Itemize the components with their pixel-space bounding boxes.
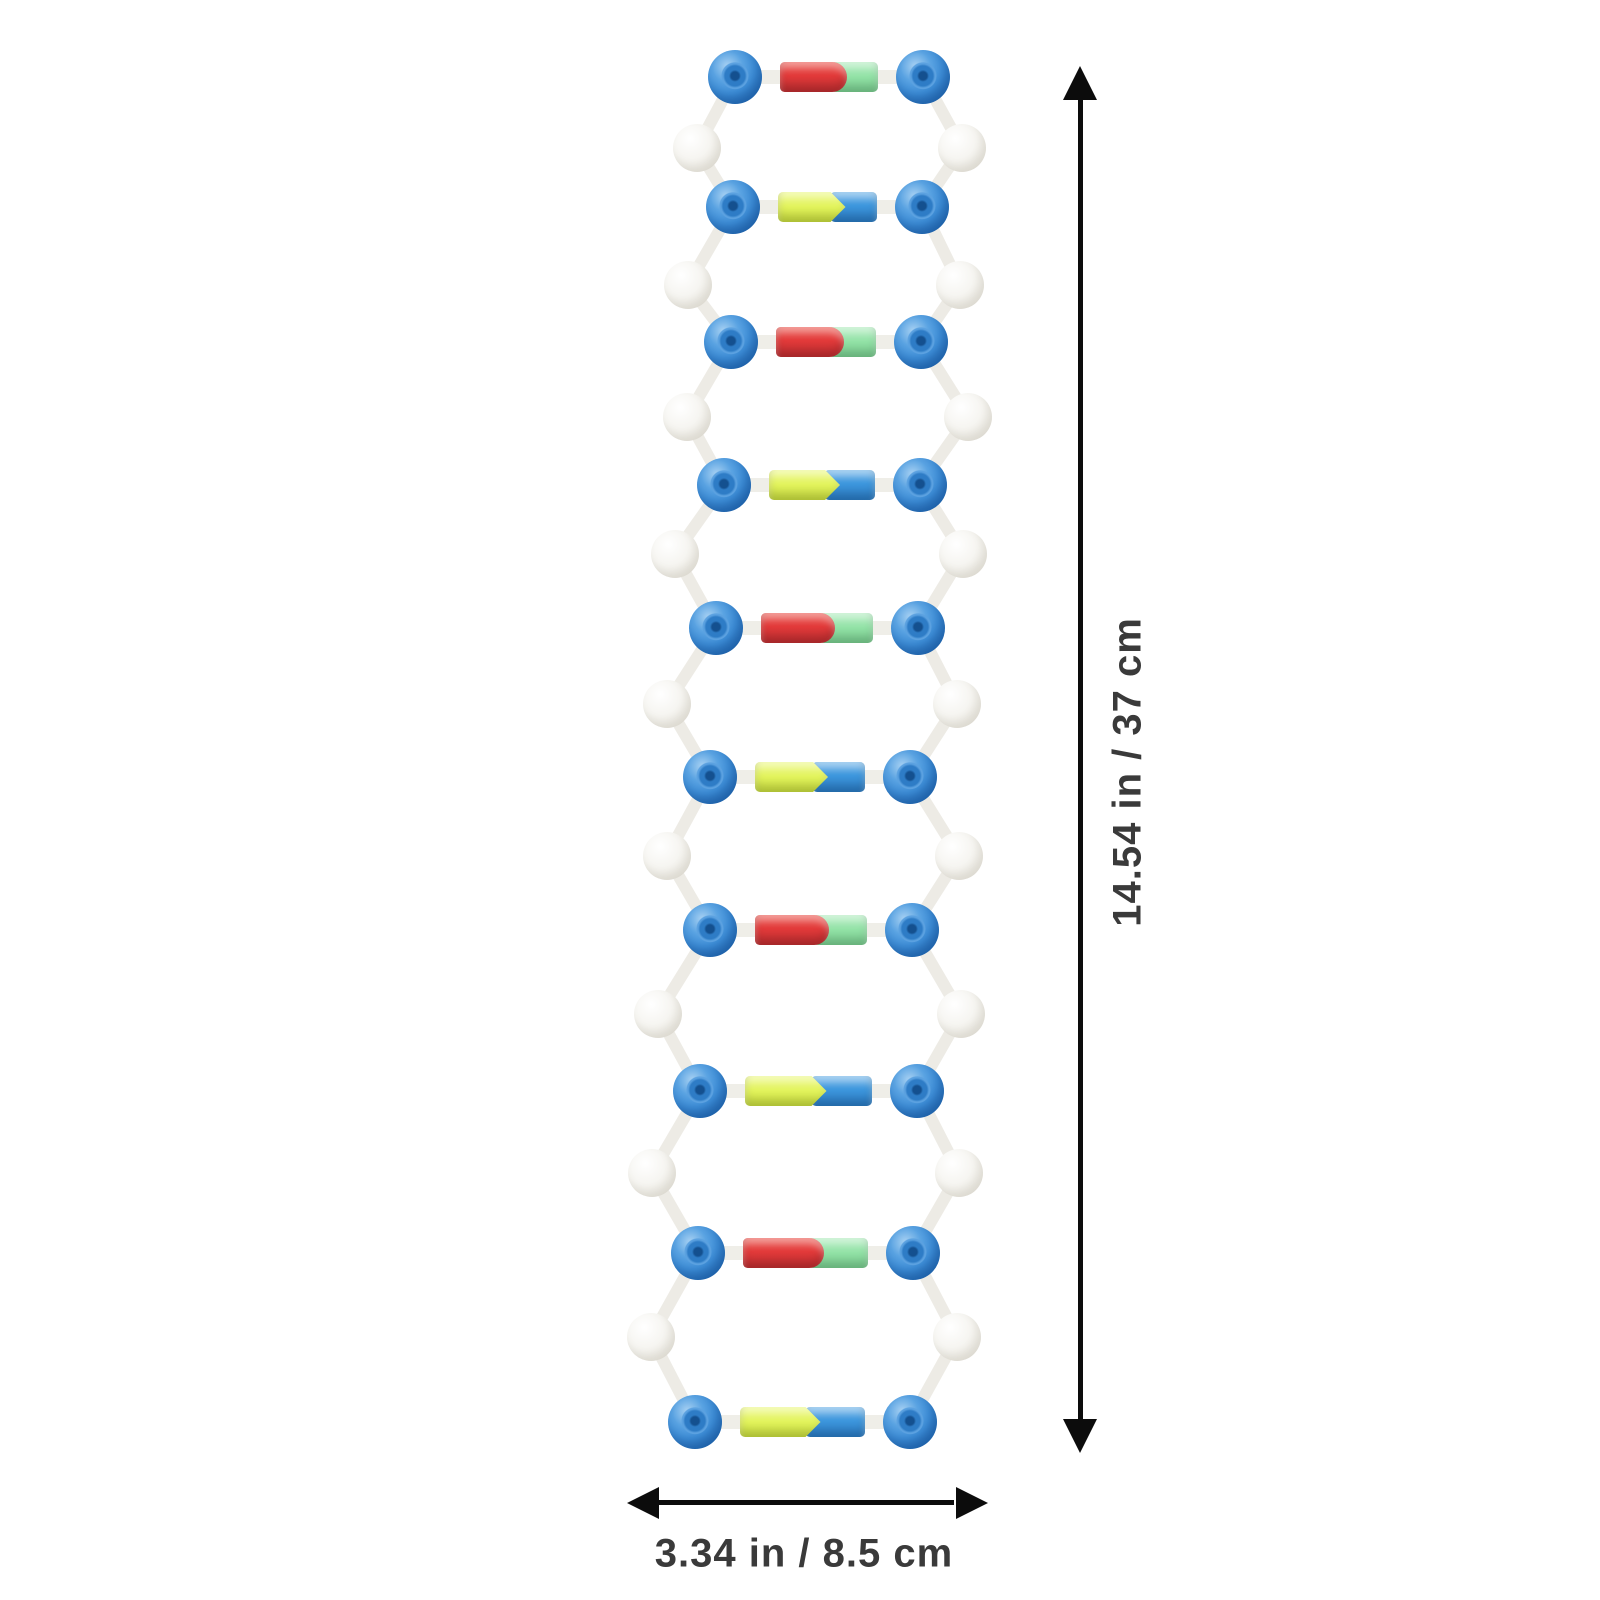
nucleotide-ball-blue xyxy=(890,1064,944,1118)
nucleotide-ball-blue xyxy=(893,458,947,512)
nucleotide-ball-blue xyxy=(883,750,937,804)
backbone-ball-white xyxy=(933,1313,981,1361)
backbone-ball-white xyxy=(944,393,992,441)
base-tube-yellow xyxy=(755,762,828,792)
backbone-ball-white xyxy=(628,1149,676,1197)
nucleotide-ball-blue xyxy=(895,180,949,234)
nucleotide-ball-blue xyxy=(668,1395,722,1449)
backbone-ball-white xyxy=(643,680,691,728)
backbone-ball-white xyxy=(673,124,721,172)
base-tube-yellow xyxy=(740,1407,821,1437)
nucleotide-ball-blue xyxy=(683,750,737,804)
nucleotide-ball-blue xyxy=(689,601,743,655)
backbone-ball-white xyxy=(664,261,712,309)
width-dimension-label: 3.34 in / 8.5 cm xyxy=(654,1531,954,1576)
down-arrowhead-icon xyxy=(1063,1419,1097,1453)
base-tube-yellow xyxy=(769,470,840,500)
width-arrow-shaft xyxy=(652,1500,954,1505)
nucleotide-ball-blue xyxy=(708,50,762,104)
backbone-ball-white xyxy=(939,530,987,578)
nucleotide-ball-blue xyxy=(885,903,939,957)
base-tube-red xyxy=(755,915,829,945)
nucleotide-ball-blue xyxy=(706,180,760,234)
height-arrow-shaft xyxy=(1078,94,1083,1422)
base-tube-yellow xyxy=(745,1076,827,1106)
backbone-ball-white xyxy=(634,990,682,1038)
backbone-ball-white xyxy=(627,1313,675,1361)
nucleotide-ball-blue xyxy=(894,315,948,369)
right-arrowhead-icon xyxy=(956,1487,988,1519)
backbone-ball-white xyxy=(936,261,984,309)
backbone-ball-white xyxy=(937,990,985,1038)
nucleotide-ball-blue xyxy=(704,315,758,369)
backbone-ball-white xyxy=(651,530,699,578)
nucleotide-ball-blue xyxy=(886,1226,940,1280)
base-tube-red xyxy=(776,327,844,357)
backbone-ball-white xyxy=(935,1149,983,1197)
nucleotide-ball-blue xyxy=(883,1395,937,1449)
backbone-ball-white xyxy=(935,832,983,880)
nucleotide-ball-blue xyxy=(891,601,945,655)
base-tube-red xyxy=(743,1238,824,1268)
backbone-ball-white xyxy=(643,832,691,880)
base-tube-yellow xyxy=(778,192,846,222)
backbone-ball-white xyxy=(663,393,711,441)
height-dimension-label: 14.54 in / 37 cm xyxy=(1105,617,1150,927)
backbone-ball-white xyxy=(938,124,986,172)
nucleotide-ball-blue xyxy=(673,1064,727,1118)
base-tube-red xyxy=(780,62,847,92)
left-arrowhead-icon xyxy=(627,1487,659,1519)
base-tube-red xyxy=(761,613,835,643)
nucleotide-ball-blue xyxy=(896,50,950,104)
nucleotide-ball-blue xyxy=(683,903,737,957)
nucleotide-ball-blue xyxy=(671,1226,725,1280)
nucleotide-ball-blue xyxy=(697,458,751,512)
up-arrowhead-icon xyxy=(1063,66,1097,100)
backbone-ball-white xyxy=(933,680,981,728)
